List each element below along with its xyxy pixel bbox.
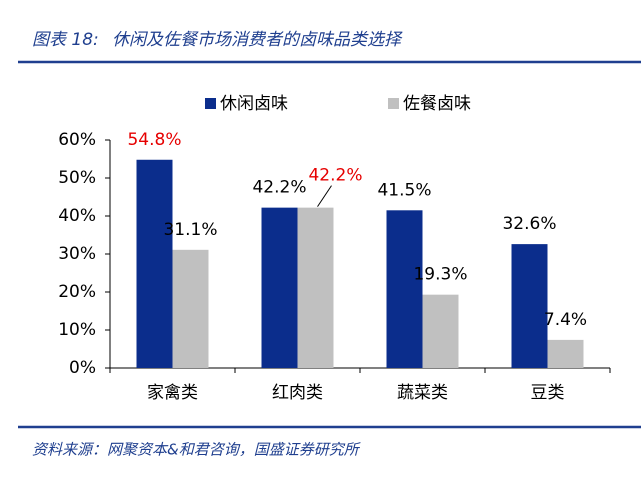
- value-label: 31.1%: [163, 220, 217, 240]
- value-label: 7.4%: [544, 310, 587, 330]
- y-tick-label: 40%: [58, 206, 96, 226]
- y-tick-label: 0%: [69, 358, 96, 378]
- bar: [422, 294, 459, 368]
- y-tick-label: 60%: [58, 130, 96, 150]
- y-tick-label: 30%: [58, 244, 96, 264]
- y-tick-label: 20%: [58, 282, 96, 302]
- chart-title-prefix: 图表 18:: [32, 30, 99, 50]
- x-tick-label: 家禽类: [147, 383, 198, 403]
- leader-line: [317, 185, 332, 207]
- value-label: 41.5%: [377, 180, 431, 200]
- x-tick-label: 红肉类: [272, 383, 323, 403]
- bar: [261, 207, 298, 368]
- bar: [511, 244, 548, 368]
- y-tick-label: 10%: [58, 320, 96, 340]
- value-label: 42.2%: [252, 178, 306, 198]
- legend-swatch: [388, 98, 399, 109]
- value-label: 19.3%: [413, 265, 467, 285]
- x-tick-label: 豆类: [531, 383, 565, 403]
- legend-swatch: [205, 98, 216, 109]
- bar: [136, 159, 173, 368]
- bar: [547, 339, 584, 368]
- legend-label: 佐餐卤味: [403, 94, 471, 114]
- bar: [386, 210, 423, 368]
- y-tick-label: 50%: [58, 168, 96, 188]
- bar: [297, 207, 334, 368]
- value-label: 42.2%: [308, 166, 362, 186]
- value-label: 32.6%: [502, 214, 556, 234]
- x-tick-label: 蔬菜类: [397, 383, 448, 403]
- chart-title: 休闲及佐餐市场消费者的卤味品类选择: [112, 30, 403, 50]
- bar: [172, 249, 209, 368]
- legend-label: 休闲卤味: [220, 94, 288, 114]
- source-note: 资料来源：网聚资本&和君咨询，国盛证券研究所: [32, 441, 361, 459]
- value-label: 54.8%: [127, 130, 181, 150]
